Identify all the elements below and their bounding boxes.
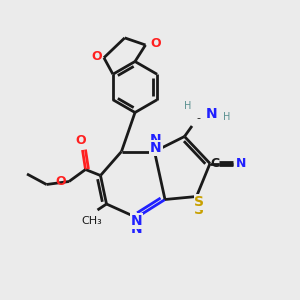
Text: S: S <box>194 202 205 217</box>
Text: O: O <box>92 50 102 63</box>
Text: O: O <box>76 134 86 147</box>
Text: CH₃: CH₃ <box>81 216 102 226</box>
Text: N: N <box>131 222 142 236</box>
Text: S: S <box>194 195 205 209</box>
Text: N: N <box>150 141 162 155</box>
Text: O: O <box>56 175 66 188</box>
Text: N: N <box>206 107 217 121</box>
Text: C: C <box>211 157 220 170</box>
Text: N: N <box>131 214 142 228</box>
Text: O: O <box>150 37 160 50</box>
Text: H: H <box>224 112 231 122</box>
Text: H: H <box>184 101 191 111</box>
Text: N: N <box>236 157 246 170</box>
Text: -: - <box>196 113 200 124</box>
Text: N: N <box>150 133 162 147</box>
